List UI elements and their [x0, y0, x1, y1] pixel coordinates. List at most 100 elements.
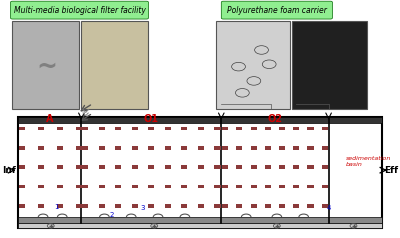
Bar [76, 165, 82, 169]
Bar [322, 127, 328, 130]
Bar [148, 204, 154, 208]
Bar [165, 185, 171, 188]
Bar [18, 217, 382, 223]
Bar [19, 165, 25, 169]
Bar [19, 127, 25, 130]
Bar [293, 146, 299, 150]
Bar [18, 117, 382, 123]
Text: 3: 3 [140, 205, 145, 211]
Bar [148, 185, 154, 188]
Bar [19, 146, 25, 150]
Bar [181, 204, 188, 208]
Bar [293, 165, 299, 169]
Bar [279, 146, 285, 150]
Bar [308, 127, 314, 130]
FancyBboxPatch shape [12, 21, 80, 109]
Bar [132, 127, 138, 130]
Bar [222, 185, 228, 188]
Bar [322, 146, 328, 150]
Bar [293, 204, 299, 208]
Bar [82, 127, 88, 130]
Bar [165, 146, 171, 150]
FancyBboxPatch shape [292, 21, 367, 109]
Bar [222, 165, 228, 169]
Bar [57, 127, 63, 130]
FancyBboxPatch shape [10, 1, 148, 19]
Bar [57, 165, 63, 169]
Text: ~: ~ [36, 55, 58, 79]
Bar [265, 146, 271, 150]
Bar [19, 204, 25, 208]
Text: 4: 4 [326, 205, 331, 211]
Bar [214, 146, 220, 150]
Bar [181, 165, 188, 169]
Bar [181, 185, 188, 188]
Bar [250, 185, 257, 188]
Bar [132, 165, 138, 169]
Bar [265, 165, 271, 169]
Bar [308, 204, 314, 208]
Bar [279, 165, 285, 169]
Bar [322, 185, 328, 188]
Bar [148, 165, 154, 169]
Bar [132, 146, 138, 150]
FancyBboxPatch shape [18, 117, 382, 228]
Bar [214, 127, 220, 130]
Bar [198, 127, 204, 130]
Bar [76, 127, 82, 130]
Bar [115, 165, 121, 169]
Bar [198, 204, 204, 208]
Text: 2: 2 [110, 212, 114, 218]
Bar [198, 185, 204, 188]
Bar [165, 204, 171, 208]
Bar [82, 165, 88, 169]
Bar [308, 165, 314, 169]
Bar [57, 204, 63, 208]
Bar [76, 146, 82, 150]
Bar [115, 127, 121, 130]
Bar [38, 204, 44, 208]
Bar [293, 185, 299, 188]
Text: 1: 1 [54, 204, 59, 210]
Bar [250, 127, 257, 130]
Text: O2: O2 [268, 114, 282, 124]
Bar [115, 146, 121, 150]
FancyBboxPatch shape [82, 21, 148, 109]
Bar [279, 127, 285, 130]
Bar [222, 204, 228, 208]
Text: A: A [46, 114, 54, 124]
Bar [222, 127, 228, 130]
Bar [99, 165, 105, 169]
Bar [265, 204, 271, 208]
Bar [322, 165, 328, 169]
Bar [132, 185, 138, 188]
Bar [222, 146, 228, 150]
Bar [99, 146, 105, 150]
Bar [181, 127, 188, 130]
Text: O1: O1 [144, 114, 159, 124]
Bar [115, 185, 121, 188]
Text: Polyurethane foam carrier: Polyurethane foam carrier [227, 6, 327, 15]
Bar [99, 185, 105, 188]
Bar [82, 204, 88, 208]
Bar [293, 127, 299, 130]
Bar [76, 185, 82, 188]
Bar [250, 165, 257, 169]
Bar [250, 204, 257, 208]
Text: »: » [76, 109, 91, 118]
Bar [236, 127, 242, 130]
Bar [82, 185, 88, 188]
Bar [38, 185, 44, 188]
Bar [132, 204, 138, 208]
Bar [214, 204, 220, 208]
Bar [308, 185, 314, 188]
Bar [236, 204, 242, 208]
Text: sedimentation
basin: sedimentation basin [346, 156, 391, 167]
Bar [38, 165, 44, 169]
Bar [279, 204, 285, 208]
Bar [148, 127, 154, 130]
Bar [165, 127, 171, 130]
Bar [181, 146, 188, 150]
Bar [18, 223, 382, 228]
Bar [214, 185, 220, 188]
